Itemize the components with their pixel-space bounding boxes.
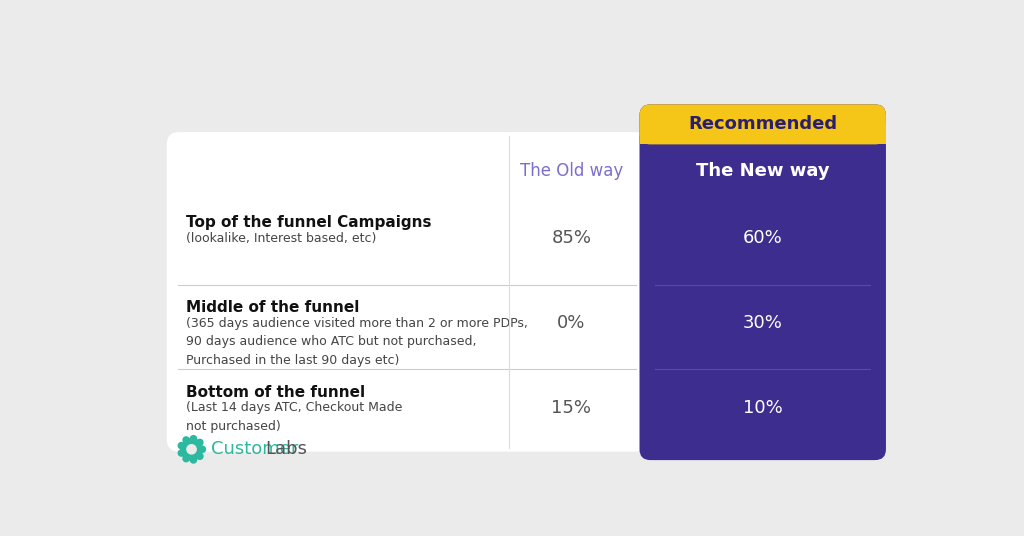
Text: 10%: 10% [742, 399, 782, 416]
Text: Customer: Customer [211, 440, 298, 458]
FancyBboxPatch shape [640, 105, 886, 144]
Text: Bottom of the funnel: Bottom of the funnel [186, 385, 366, 400]
Text: (Last 14 days ATC, Checkout Made
not purchased): (Last 14 days ATC, Checkout Made not pur… [186, 401, 402, 433]
FancyBboxPatch shape [640, 105, 886, 460]
Circle shape [190, 436, 197, 442]
Text: Middle of the funnel: Middle of the funnel [186, 300, 359, 315]
Circle shape [180, 438, 203, 460]
Text: 60%: 60% [742, 229, 782, 247]
Circle shape [183, 437, 189, 443]
Circle shape [183, 456, 189, 461]
Text: (lookalike, Interest based, etc): (lookalike, Interest based, etc) [186, 232, 377, 245]
Circle shape [178, 443, 184, 449]
Circle shape [197, 440, 203, 445]
Text: The New way: The New way [696, 162, 829, 180]
Text: 15%: 15% [551, 399, 591, 416]
Text: (365 days audience visited more than 2 or more PDPs,
90 days audience who ATC bu: (365 days audience visited more than 2 o… [186, 317, 528, 367]
Circle shape [187, 445, 197, 454]
Text: 30%: 30% [742, 314, 782, 332]
Bar [640, 124, 886, 144]
Text: Top of the funnel Campaigns: Top of the funnel Campaigns [186, 215, 432, 230]
Circle shape [200, 446, 206, 452]
Circle shape [190, 457, 197, 463]
Text: Recommended: Recommended [688, 115, 838, 133]
FancyBboxPatch shape [167, 132, 647, 452]
Circle shape [178, 450, 184, 456]
Text: The Old way: The Old way [519, 162, 623, 180]
Text: Labs: Labs [265, 440, 307, 458]
Text: 85%: 85% [551, 229, 591, 247]
Circle shape [197, 453, 203, 459]
Text: 0%: 0% [557, 314, 586, 332]
